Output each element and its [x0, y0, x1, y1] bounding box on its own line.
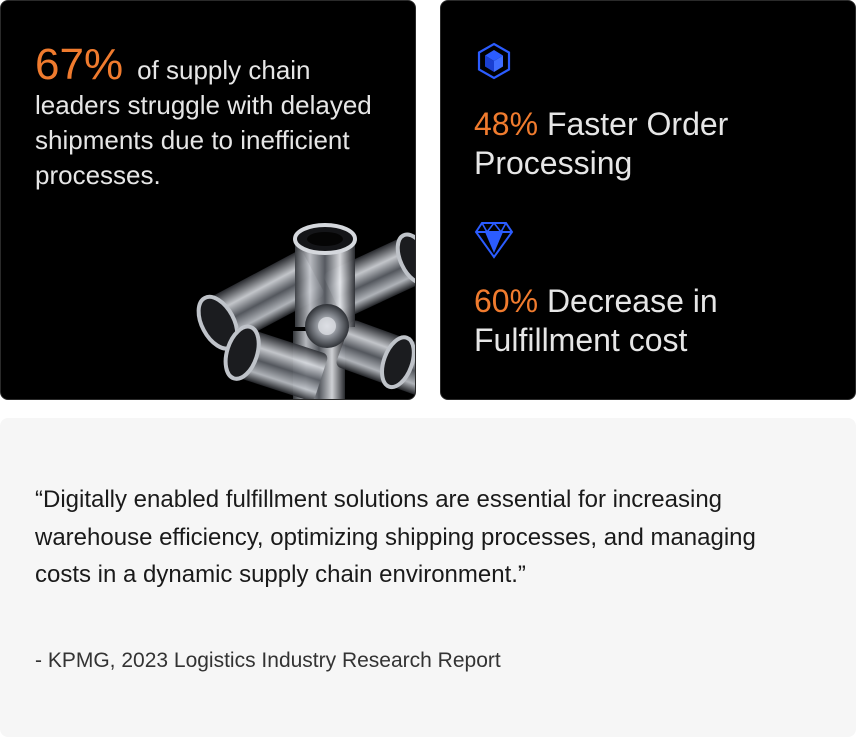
quote-card	[0, 418, 856, 737]
metric-value: 48%	[474, 106, 539, 142]
metric-order-processing: 48% Faster Order Processing	[474, 105, 844, 183]
metric-fulfillment-cost: 60% Decrease in Fulfillment cost	[474, 282, 844, 360]
glass-connector-image	[196, 223, 415, 399]
diamond-icon	[474, 221, 514, 259]
quote-text: “Digitally enabled fulfillment solutions…	[35, 486, 756, 588]
stat-text: 67% of supply chain leaders struggle with…	[35, 43, 385, 193]
metric-value: 60%	[474, 283, 539, 319]
stat-card-right: 48% Faster Order Processing 60% Decrease…	[440, 0, 856, 400]
stat-card-left: 67% of supply chain leaders struggle with…	[0, 0, 416, 400]
metric-label: Decrease in Fulfillment cost	[474, 283, 718, 358]
cube-icon	[477, 42, 511, 80]
quote-source: - KPMG, 2023 Logistics Industry Research…	[35, 649, 501, 672]
stat-description: of supply chain leaders struggle with de…	[35, 55, 372, 190]
metric-label: Faster Order Processing	[474, 106, 729, 181]
stat-percent: 67%	[35, 40, 124, 89]
